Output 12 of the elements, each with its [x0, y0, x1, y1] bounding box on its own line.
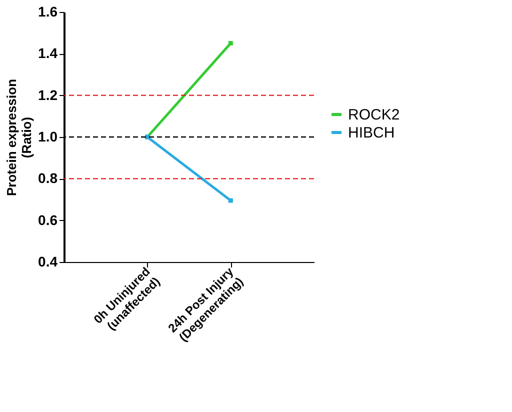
- y-tick-label: 1.2: [38, 86, 58, 103]
- y-tick-label: 0.6: [38, 212, 58, 228]
- legend-label: ROCK2: [348, 106, 400, 124]
- y-tick-label: 0.8: [38, 170, 58, 186]
- legend-label: HIBCH: [348, 124, 395, 142]
- y-axis-title: Protein expression (Ratio): [4, 78, 34, 196]
- point: [228, 41, 233, 46]
- y-tick-label: 0.4: [38, 254, 58, 270]
- y-tick-label: 1.0: [38, 128, 58, 144]
- point: [228, 198, 233, 203]
- y-tick-label: 1.4: [38, 45, 58, 62]
- y-tick-label: 1.6: [38, 4, 58, 20]
